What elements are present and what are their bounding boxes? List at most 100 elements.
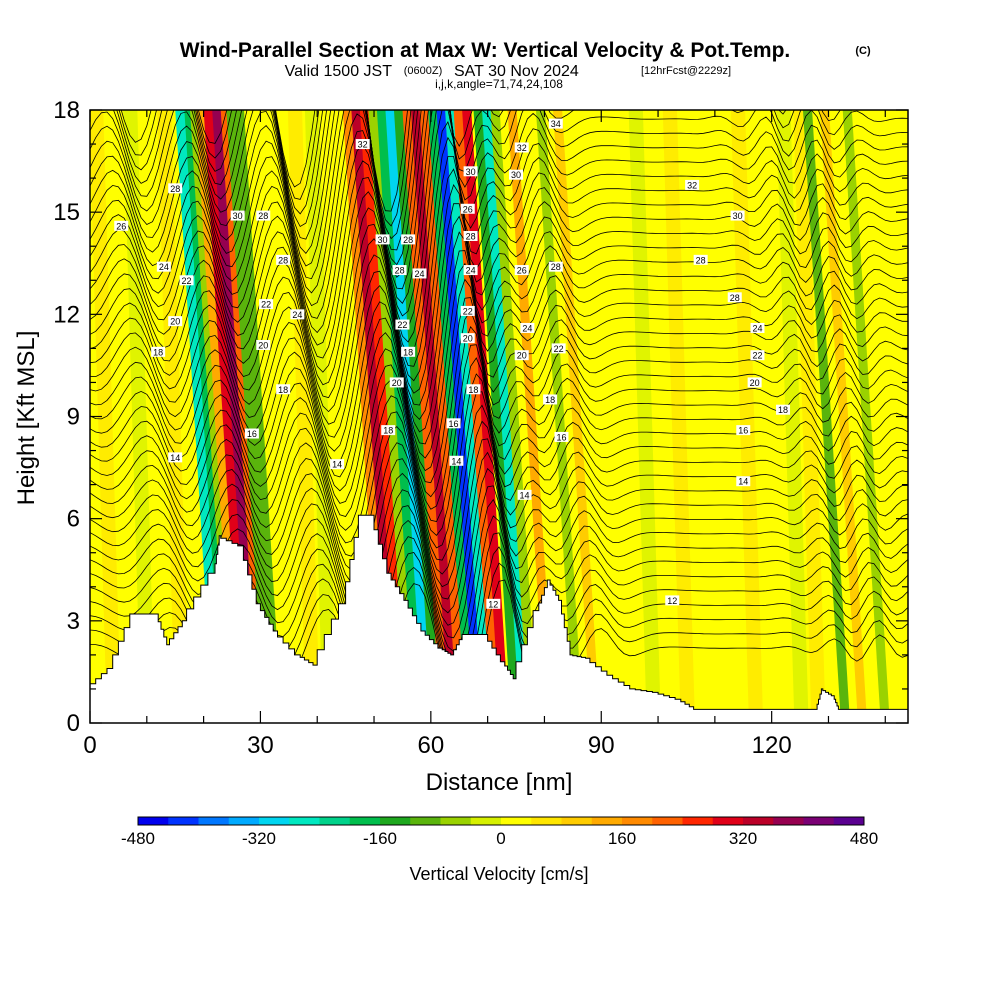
contour-label-text: 20 <box>392 378 402 388</box>
theta-contour-line <box>90 110 908 251</box>
contour-label: 32 <box>685 179 700 190</box>
theta-contour-line <box>90 203 908 406</box>
contour-label-bg <box>392 265 407 276</box>
contour-label: 26 <box>514 265 529 276</box>
updraft-band <box>419 110 467 723</box>
contour-label-bg <box>463 265 478 276</box>
updraft-band <box>553 110 601 723</box>
updraft-band <box>462 110 510 723</box>
colorbar-swatch <box>380 817 411 825</box>
theta-contour-line <box>90 110 908 266</box>
contour-label-bg <box>776 404 791 415</box>
colorbar-swatch <box>501 817 532 825</box>
contour-label-bg <box>685 179 700 190</box>
contour-label-text: 18 <box>383 426 393 436</box>
contour-label-text: 34 <box>551 119 561 129</box>
contour-label-bg <box>520 322 535 333</box>
colorbar-swatch <box>289 817 320 825</box>
y-tick-label: 6 <box>67 506 80 533</box>
contour-label-bg <box>446 418 461 429</box>
downdraft-band <box>445 110 493 723</box>
contour-label-text: 18 <box>278 385 288 395</box>
title-mark: (C) <box>855 45 871 57</box>
contour-label-text: 20 <box>170 317 180 327</box>
updraft-band <box>453 110 501 723</box>
contour-label-bg <box>514 265 529 276</box>
x-tick-label: 120 <box>752 732 792 759</box>
contour-label-bg <box>548 118 563 129</box>
contour-label-bg <box>168 316 183 327</box>
contour-label-bg <box>460 333 475 344</box>
contour-label-text: 18 <box>468 385 478 395</box>
contour-label: 30 <box>509 169 524 180</box>
colorbar-swatch <box>168 817 199 825</box>
contour-label-bg <box>259 299 274 310</box>
contour-label: 28 <box>401 234 416 245</box>
valid-date: SAT 30 Nov 2024 <box>454 63 579 80</box>
downdraft-band <box>490 110 538 723</box>
velocity-field <box>90 110 908 723</box>
contour-label: 18 <box>466 384 481 395</box>
contour-label-bg <box>514 142 529 153</box>
contour-label: 18 <box>543 394 558 405</box>
colorbar-tick-label: -480 <box>121 829 155 848</box>
contour-label-text: 28 <box>395 266 405 276</box>
weak-w-band <box>123 110 156 723</box>
downdraft-band <box>226 110 274 723</box>
contour-label: 24 <box>463 265 478 276</box>
theta-contour-line <box>90 297 908 484</box>
contour-label-text: 22 <box>463 306 473 316</box>
weak-w-band <box>730 110 764 723</box>
contour-label-bg <box>395 319 410 330</box>
contour-label: 16 <box>244 428 259 439</box>
weak-w-band <box>793 110 826 723</box>
contour-label: 22 <box>460 305 475 316</box>
contour-label-bg <box>554 431 569 442</box>
contour-label: 20 <box>389 377 404 388</box>
contour-label-text: 18 <box>403 347 413 357</box>
theta-contour-line <box>90 110 908 278</box>
y-tick-label: 18 <box>53 97 80 124</box>
contour-label: 18 <box>776 404 791 415</box>
contour-label: 20 <box>256 339 271 350</box>
downdraft-band <box>802 110 851 723</box>
theta-contour-line <box>90 250 908 445</box>
contour-label-bg <box>330 459 345 470</box>
theta-contour-line <box>90 451 908 614</box>
colorbar-swatch <box>319 817 351 825</box>
contour-label-text: 20 <box>258 340 268 350</box>
contour-label-text: 24 <box>466 266 476 276</box>
weak-w-band <box>662 110 695 723</box>
contour-label-text: 30 <box>233 211 243 221</box>
x-axis-title: Distance [nm] <box>426 769 573 796</box>
downdraft-band <box>436 110 484 723</box>
contour-label: 16 <box>446 418 461 429</box>
colorbar-swatch <box>743 817 774 825</box>
theta-contour-line <box>118 110 841 227</box>
contour-label: 12 <box>486 598 501 609</box>
contour-label: 14 <box>449 455 464 466</box>
contour-label-bg <box>514 350 529 361</box>
contour-label-bg <box>543 394 558 405</box>
contour-label-bg <box>179 275 194 286</box>
contour-label-bg <box>466 384 481 395</box>
contour-label: 24 <box>520 322 535 333</box>
contour-label: 22 <box>259 299 274 310</box>
theta-contour-line <box>90 278 908 472</box>
y-tick-label: 3 <box>67 608 80 635</box>
contour-label: 20 <box>460 333 475 344</box>
contour-label-bg <box>548 261 563 272</box>
contour-label-bg <box>730 210 745 221</box>
downdraft-band <box>535 110 584 723</box>
contour-label: 16 <box>554 431 569 442</box>
contour-label-bg <box>463 231 478 242</box>
contour-label-text: 14 <box>520 490 530 500</box>
contour-label: 14 <box>517 489 532 500</box>
colorbar-swatch <box>833 817 865 825</box>
x-tick-label: 0 <box>83 732 96 759</box>
colorbar-tick-label: 0 <box>496 829 505 848</box>
contour-label-bg <box>114 220 129 231</box>
y-tick-label: 15 <box>53 199 80 226</box>
contour-label: 18 <box>381 425 396 436</box>
contour-label-text: 24 <box>292 310 302 320</box>
